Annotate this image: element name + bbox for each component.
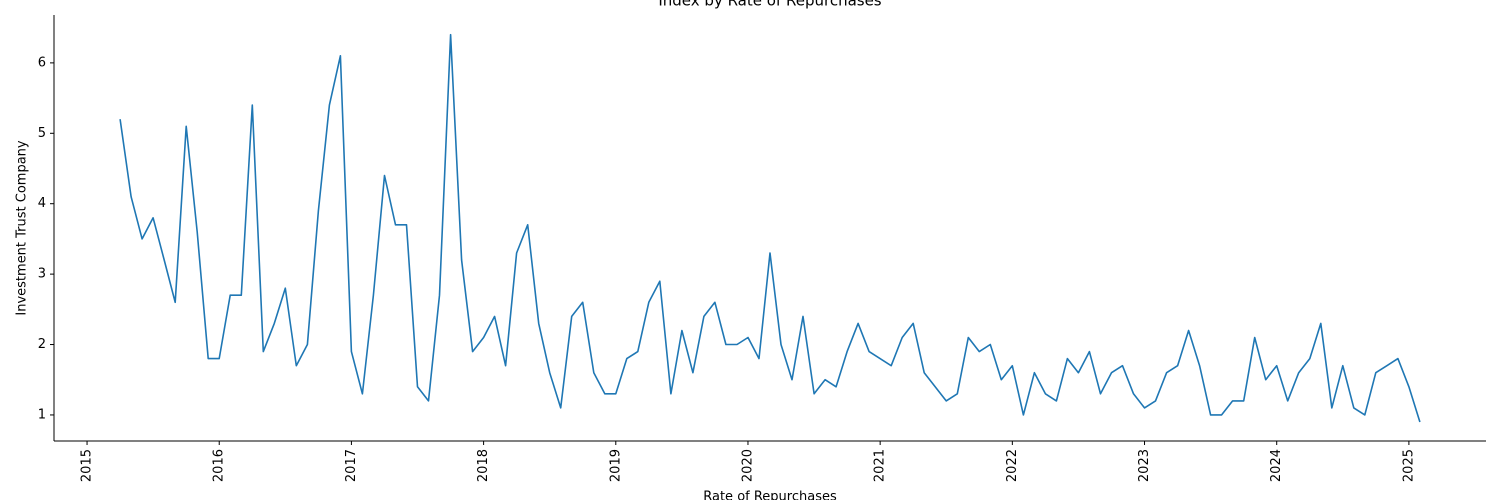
x-tick-label: 2016	[212, 449, 227, 482]
x-tick-label: 2022	[1005, 449, 1020, 482]
x-tick-label: 2024	[1269, 449, 1284, 482]
y-tick-label: 3	[38, 267, 46, 282]
y-axis-label: Investment Trust Company	[15, 140, 30, 316]
x-tick-label: 2021	[873, 449, 888, 482]
y-tick-label: 4	[38, 196, 46, 211]
y-tick-label: 6	[38, 55, 46, 70]
x-tick-label: 2017	[344, 449, 359, 482]
x-tick-label: 2020	[740, 449, 755, 482]
x-axis-label: Rate of Repurchases	[703, 490, 837, 500]
x-tick-label: 2025	[1401, 449, 1416, 482]
data-line	[119, 33, 1421, 423]
y-tick-label: 2	[38, 337, 46, 352]
x-tick-label: 2019	[608, 449, 623, 482]
chart-title: Index by Rate of Repurchases	[658, 0, 881, 10]
x-tick-label: 2018	[476, 449, 491, 482]
y-tick-label: 5	[38, 126, 46, 141]
x-tick-label: 2015	[80, 449, 95, 482]
y-tick-label: 1	[38, 407, 46, 422]
x-tick-label: 2023	[1137, 449, 1152, 482]
